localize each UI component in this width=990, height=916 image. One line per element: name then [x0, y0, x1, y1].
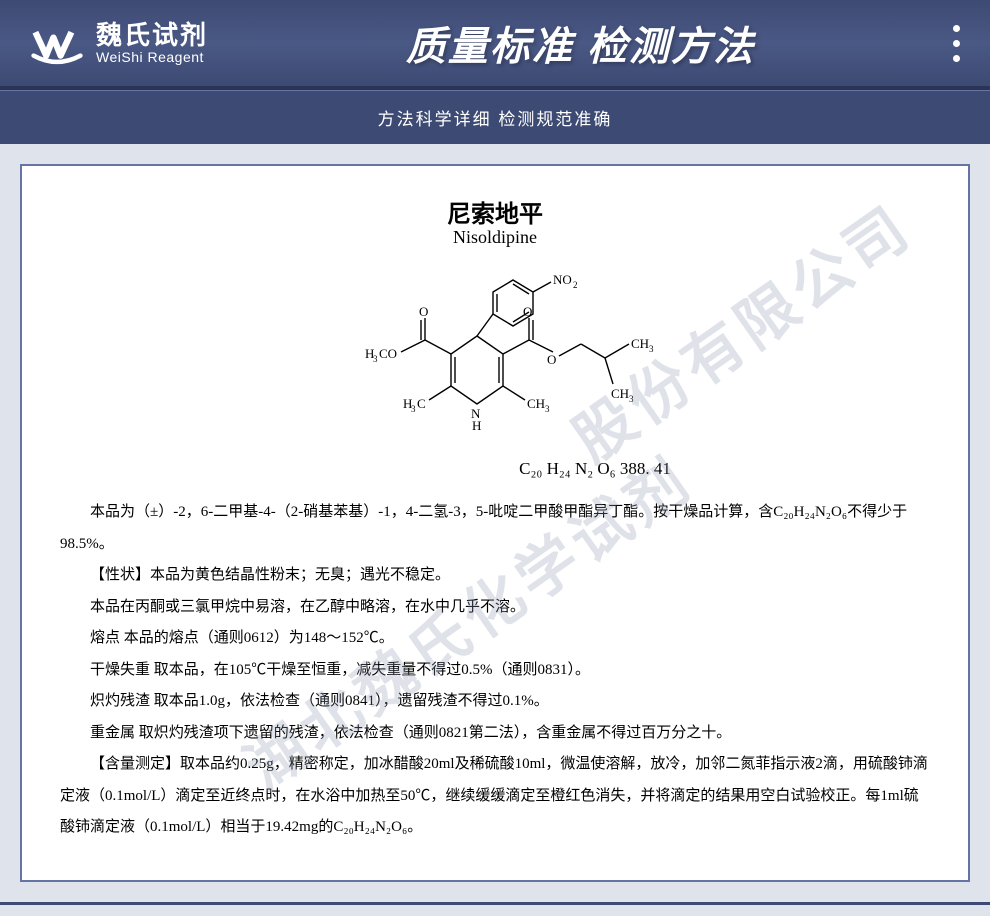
- molecular-formula: C₂₀ H₂₄ N₂ O₆ 388. 41: [60, 459, 930, 479]
- svg-text:3: 3: [629, 394, 634, 404]
- para-residue: 炽灼残渣 取本品1.0g，依法检查（通则0841），遗留残渣不得过0.1%。: [60, 686, 930, 718]
- svg-text:C: C: [417, 396, 426, 411]
- footer-bar: [0, 902, 990, 916]
- para-properties: 【性状】本品为黄色结晶性粉末；无臭；遇光不稳定。: [60, 560, 930, 592]
- header: 魏氏试剂 WeiShi Reagent 质量标准 检测方法: [0, 0, 990, 90]
- svg-text:3: 3: [411, 404, 416, 414]
- menu-dots-icon[interactable]: [953, 25, 960, 62]
- svg-text:CH: CH: [527, 396, 545, 411]
- svg-text:O: O: [523, 304, 532, 319]
- compound-name-en: Nisoldipine: [60, 227, 930, 248]
- svg-text:CH: CH: [631, 336, 649, 351]
- para-heavymetal: 重金属 取炽灼残渣项下遗留的残渣，依法检查（通则0821第二法），含重金属不得过…: [60, 718, 930, 750]
- subtitle-bar: 方法科学详细 检测规范准确: [0, 90, 990, 144]
- compound-name-cn: 尼索地平: [60, 194, 930, 229]
- document-body: 本品为（±）-2，6-二甲基-4-（2-硝基苯基）-1，4-二氢-3，5-吡啶二…: [60, 497, 930, 844]
- svg-text:O: O: [419, 304, 428, 319]
- svg-text:3: 3: [373, 354, 378, 364]
- para-assay: 【含量测定】取本品约0.25g，精密称定，加冰醋酸20ml及稀硫酸10ml，微温…: [60, 749, 930, 844]
- logo-text-cn: 魏氏试剂: [96, 21, 208, 50]
- svg-text:2: 2: [573, 280, 578, 290]
- svg-text:3: 3: [545, 404, 550, 414]
- svg-text:NO: NO: [553, 272, 572, 287]
- content-wrap: 湖北魏氏化学试剂 股份有限公司 尼索地平 Nisoldipine NO 2: [0, 144, 990, 902]
- subtitle: 方法科学详细 检测规范准确: [0, 105, 990, 130]
- logo-icon: [30, 16, 84, 70]
- document-paper: 湖北魏氏化学试剂 股份有限公司 尼索地平 Nisoldipine NO 2: [20, 164, 970, 882]
- compound-title: 尼索地平 Nisoldipine: [60, 194, 930, 248]
- svg-text:CO: CO: [379, 346, 397, 361]
- logo-text-en: WeiShi Reagent: [96, 50, 208, 65]
- para-intro: 本品为（±）-2，6-二甲基-4-（2-硝基苯基）-1，4-二氢-3，5-吡啶二…: [60, 497, 930, 560]
- chemical-structure: NO 2 N H O: [60, 258, 930, 453]
- svg-text:3: 3: [649, 344, 654, 354]
- para-mp: 熔点 本品的熔点（通则0612）为148～152℃。: [60, 623, 930, 655]
- page-title: 质量标准 检测方法: [208, 14, 953, 72]
- para-solubility: 本品在丙酮或三氯甲烷中易溶，在乙醇中略溶，在水中几乎不溶。: [60, 592, 930, 624]
- svg-text:H: H: [472, 418, 481, 433]
- svg-text:O: O: [547, 352, 556, 367]
- svg-text:CH: CH: [611, 386, 629, 401]
- logo: 魏氏试剂 WeiShi Reagent: [30, 16, 208, 70]
- para-lod: 干燥失重 取本品，在105℃干燥至恒重，减失重量不得过0.5%（通则0831）。: [60, 655, 930, 687]
